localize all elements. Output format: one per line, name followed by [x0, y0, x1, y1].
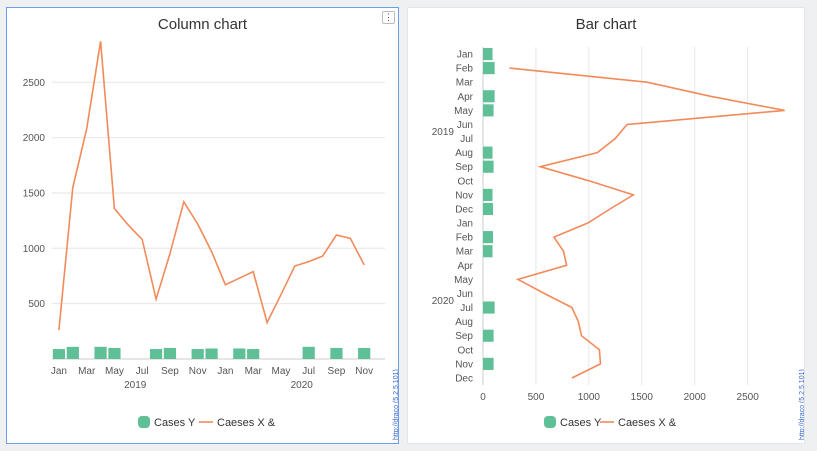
column-bar — [302, 346, 315, 359]
year-label-2020: 2020 — [432, 296, 455, 307]
y-tick-label: Jun — [457, 289, 473, 300]
horizontal-bar — [483, 160, 494, 173]
x-tick-label: 0 — [480, 392, 486, 403]
year-label-2019: 2019 — [432, 127, 455, 138]
horizontal-bar — [483, 104, 494, 117]
y-tick-label: Feb — [456, 64, 474, 75]
x-tick-label: 1000 — [578, 392, 601, 403]
legend-swatch-cases-y — [544, 416, 556, 428]
credit-link: http://draco (5.2.5.101) — [393, 369, 398, 440]
y-tick-label: Dec — [455, 204, 473, 215]
y-tick-label: Aug — [455, 148, 473, 159]
column-bar — [149, 349, 163, 359]
horizontal-bar — [483, 202, 494, 216]
y-tick-label: Jun — [457, 120, 473, 131]
x-tick-label: May — [105, 366, 124, 377]
y-tick-label: 2000 — [23, 133, 46, 144]
horizontal-bar — [483, 301, 495, 314]
y-tick-label: Apr — [457, 92, 473, 103]
column-bar — [330, 347, 343, 359]
bar-chart-title: Bar chart — [575, 16, 637, 33]
y-tick-label: 1500 — [23, 188, 46, 199]
x-tick-label: Nov — [189, 366, 207, 377]
legend-label-cases-y: Cases Y — [154, 417, 196, 429]
x-tick-label: 500 — [528, 392, 545, 403]
y-tick-label: Jul — [460, 134, 473, 145]
y-tick-label: Dec — [455, 373, 473, 384]
year-label-2020: 2020 — [291, 380, 314, 391]
x-tick-label: Jan — [217, 366, 233, 377]
y-tick-label: 2500 — [23, 78, 46, 89]
x-tick-label: Jan — [51, 366, 67, 377]
horizontal-bar — [483, 146, 493, 159]
column-bar — [94, 346, 107, 359]
horizontal-bar — [483, 47, 493, 61]
column-bar — [66, 346, 79, 359]
y-tick-label: Sep — [455, 331, 473, 342]
series-line-caeses — [509, 67, 785, 379]
column-bar — [358, 347, 371, 359]
y-tick-label: Jan — [457, 50, 473, 61]
horizontal-bar — [483, 231, 494, 244]
bar-chart-svg: 0 500 1000 1500 2000 2500 Jan Feb Mar Apr May Jun Ju… — [432, 47, 804, 440]
y-tick-label: Mar — [456, 247, 474, 258]
column-bar — [247, 349, 260, 359]
y-tick-label: Feb — [456, 233, 474, 244]
legend-swatch-cases-y — [138, 416, 150, 428]
x-tick-label: Jul — [302, 366, 315, 377]
y-tick-label: May — [454, 106, 473, 117]
column-chart-title: Column chart — [157, 16, 248, 33]
series-line-caeses — [58, 41, 365, 331]
x-tick-label: May — [271, 366, 290, 377]
y-tick-label: May — [454, 275, 473, 286]
column-bar — [52, 349, 66, 359]
y-tick-label: Oct — [457, 176, 473, 187]
credit-link: http://draco (5.2.5.101) — [799, 369, 804, 440]
y-tick-label: Mar — [456, 78, 474, 89]
bar-chart-panel: Bar chart 0 500 1000 1500 2000 2500 Jan Feb Mar A… — [407, 7, 805, 444]
column-chart-panel: Column chart ⋮ 500 1000 1500 2000 2500 Jan Mar… — [6, 7, 399, 444]
x-tick-label: 2500 — [737, 392, 760, 403]
legend-label-caeses: Caeses X & — [618, 417, 677, 429]
legend-label-caeses: Caeses X & — [217, 417, 276, 429]
x-tick-label: Mar — [78, 366, 96, 377]
y-tick-label: 1000 — [23, 244, 46, 255]
year-label-2019: 2019 — [124, 380, 147, 391]
x-tick-label: Mar — [245, 366, 263, 377]
x-tick-label: Jul — [136, 366, 149, 377]
y-tick-label: 500 — [28, 299, 45, 310]
column-bar — [233, 348, 246, 359]
x-tick-label: Nov — [355, 366, 373, 377]
horizontal-bar — [483, 62, 495, 75]
y-tick-label: Apr — [457, 261, 473, 272]
column-bar — [108, 347, 121, 359]
y-tick-label: Jul — [460, 303, 473, 314]
y-tick-label: Nov — [455, 359, 473, 370]
horizontal-bar — [483, 357, 494, 370]
y-tick-label: Nov — [455, 190, 473, 201]
column-bar — [205, 348, 218, 359]
x-tick-label: 1500 — [631, 392, 654, 403]
horizontal-bar — [483, 329, 494, 342]
column-bar — [163, 347, 177, 359]
y-tick-label: Jan — [457, 219, 473, 230]
y-tick-label: Oct — [457, 345, 473, 356]
x-tick-label: Sep — [161, 366, 179, 377]
column-chart-svg: 500 1000 1500 2000 2500 Jan Mar May Jul Sep Nov Jan… — [23, 41, 398, 440]
legend-label-cases-y: Cases Y — [560, 417, 602, 429]
x-tick-label: Sep — [328, 366, 346, 377]
x-tick-label: 2000 — [684, 392, 707, 403]
y-tick-label: Sep — [455, 162, 473, 173]
y-tick-label: Aug — [455, 317, 473, 328]
horizontal-bar — [483, 90, 495, 103]
column-bar — [191, 349, 204, 359]
horizontal-bar — [483, 245, 493, 258]
horizontal-bar — [483, 188, 493, 201]
chart-menu-button[interactable]: ⋮ — [382, 11, 395, 24]
